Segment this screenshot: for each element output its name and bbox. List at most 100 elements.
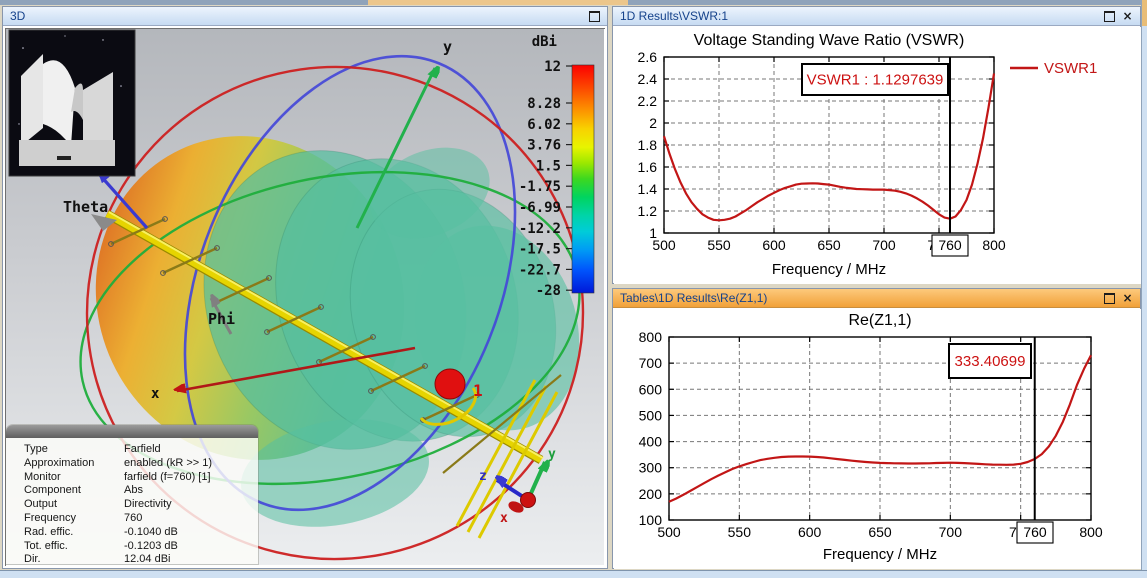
cursor-value-box[interactable] <box>1016 521 1054 544</box>
theta-label: Theta <box>63 198 108 216</box>
y-tick-label: 2 <box>649 115 657 131</box>
x-tick-label: 600 <box>762 237 786 253</box>
annotation-box <box>801 63 949 96</box>
antenna-model: 1 <box>104 210 562 539</box>
annotation-label: VSWR1 : 1.1297639 <box>807 72 944 89</box>
x-tick-label: 800 <box>1079 524 1103 540</box>
farfield-info-panel: Type Farfield Approximation enabled (kR >> … <box>6 425 258 564</box>
info-row: Output Directivity <box>24 498 172 511</box>
x-axis-title: Frequency / MHz <box>823 546 937 563</box>
axis-triad: y z x <box>479 447 556 526</box>
vswr-window-titlebar[interactable]: 1D Results\VSWR:1 × <box>613 7 1140 26</box>
rez-window-titlebar[interactable]: Tables\1D Results\Re(Z1,1) × <box>613 289 1140 308</box>
right-dock-edge <box>1141 0 1147 577</box>
colorbar-tick-label: -17.5 <box>519 242 561 258</box>
cursor-value-box[interactable] <box>931 234 969 257</box>
info-row: Component Abs <box>24 484 143 497</box>
phi-label: Phi <box>208 310 235 328</box>
colorbar-tick-label: -6.99 <box>519 200 561 216</box>
y-tick-label: 100 <box>639 512 663 528</box>
series-line <box>668 354 1092 503</box>
x-tick-label: 650 <box>868 524 892 540</box>
x-axis-label: x <box>151 386 160 402</box>
colorbar-tick-label: -22.7 <box>519 262 561 278</box>
y-tick-label: 700 <box>639 355 663 371</box>
legend-label: VSWR1 <box>1044 60 1097 77</box>
theta-circle-blue <box>183 54 517 512</box>
info-row: Rad. effic. -0.1040 dB <box>24 525 178 538</box>
top-tab-strip <box>0 0 1147 5</box>
x-tick-label: 600 <box>798 524 822 540</box>
x-tick-label: 650 <box>817 237 841 253</box>
colorbar-tick-label: 6.02 <box>527 117 561 133</box>
colorbar: dBi 12 8.28 6.02 3.76 1.5 -1.75 -6.99 -12.2 -17.… <box>519 34 595 299</box>
vswr-chart-area[interactable]: 50055060065070075080011.21.41.61.822.22.… <box>614 27 1141 289</box>
maximize-icon[interactable] <box>587 9 602 24</box>
triad-z-label: z <box>479 469 487 484</box>
port-ring <box>419 387 478 426</box>
x-tick-label: 700 <box>872 237 896 253</box>
y-tick-label: 2.2 <box>638 93 658 109</box>
chart-title: Voltage Standing Wave Ratio (VSWR) <box>694 32 965 49</box>
theta-handle <box>91 214 117 231</box>
colorbar-tick-label: -12.2 <box>519 221 561 237</box>
x-tick-label: 800 <box>982 237 1006 253</box>
x-tick-label: 700 <box>939 524 963 540</box>
model-thumbnail <box>8 29 136 177</box>
active-tab-edge <box>368 0 628 5</box>
port-label: 1 <box>473 381 483 400</box>
annotation-label: 333.40699 <box>955 353 1026 370</box>
y-tick-label: 2.6 <box>638 49 658 65</box>
3d-window-titlebar[interactable]: 3D <box>3 7 607 26</box>
vswr-window: 1D Results\VSWR:1 × 50055060065070075080… <box>612 6 1141 284</box>
info-row: Type Farfield <box>24 443 161 455</box>
y-tick-label: 400 <box>639 434 663 450</box>
info-row: Approximation enabled (kR >> 1) <box>24 456 213 469</box>
vswr-window-title: 1D Results\VSWR:1 <box>620 9 729 23</box>
cursor-value-label: 760 <box>1023 524 1047 540</box>
y-tick-label: 1.2 <box>638 203 658 219</box>
y-tick-label: 800 <box>639 329 663 345</box>
x-tick-label: 500 <box>657 524 681 540</box>
close-icon[interactable]: × <box>1122 290 1133 305</box>
triad-x-label: x <box>500 511 508 526</box>
colorbar-ticks: 12 8.28 6.02 3.76 1.5 -1.75 -6.99 -12.2 -17.5 -22… <box>519 59 572 299</box>
y-tick-label: 1.8 <box>638 137 658 153</box>
info-row: Frequency 760 <box>24 511 143 524</box>
y-tick-label: 500 <box>639 407 663 423</box>
y-axis-label: y <box>443 38 452 56</box>
3d-window: 3D <box>2 6 608 569</box>
y-tick-label: 1 <box>649 225 657 241</box>
y-tick-label: 200 <box>639 486 663 502</box>
maximize-icon[interactable] <box>1102 9 1117 24</box>
farfield-info-header <box>6 425 258 438</box>
y-tick-label: 2.4 <box>638 71 658 87</box>
vswr-chart[interactable]: 50055060065070075080011.21.41.61.822.22.… <box>614 27 1141 284</box>
y-tick-label: 300 <box>639 460 663 476</box>
y-tick-label: 1.4 <box>638 181 658 197</box>
3d-window-title: 3D <box>10 9 26 23</box>
port-sphere <box>434 368 466 400</box>
3d-viewport[interactable]: 1 y x Theta Phi y z <box>5 28 605 566</box>
rez-window-title: Tables\1D Results\Re(Z1,1) <box>620 291 768 305</box>
colorbar-tick-label: 12 <box>544 59 561 75</box>
info-row: Monitor farfield (f=760) [1] <box>24 470 211 483</box>
close-icon[interactable]: × <box>1122 8 1133 23</box>
y-tick-label: 600 <box>639 381 663 397</box>
triad-y-label: y <box>548 447 556 462</box>
axes: y x Theta Phi <box>63 38 452 402</box>
annotation-box <box>948 343 1032 379</box>
rez-window: Tables\1D Results\Re(Z1,1) × 500 550 600 65… <box>612 288 1141 569</box>
rez-chart[interactable]: 5005506006507007508001002003004005006007… <box>614 309 1141 569</box>
series-line <box>662 73 996 222</box>
maximize-icon[interactable] <box>1102 291 1117 306</box>
colorbar-tick-label: 3.76 <box>527 138 561 154</box>
right-dock-edge-accent <box>1142 0 1147 26</box>
colorbar-tick-label: -28 <box>536 283 561 299</box>
bottom-dock-edge <box>0 570 1147 578</box>
3d-scene[interactable]: 1 y x Theta Phi y z <box>5 28 605 566</box>
colorbar-tick-label: 1.5 <box>536 158 561 174</box>
chart-title: Re(Z1,1) <box>848 312 911 329</box>
x-tick-label: 550 <box>728 524 752 540</box>
rez-chart-area[interactable]: 5005506006507007508001002003004005006007… <box>614 309 1141 574</box>
